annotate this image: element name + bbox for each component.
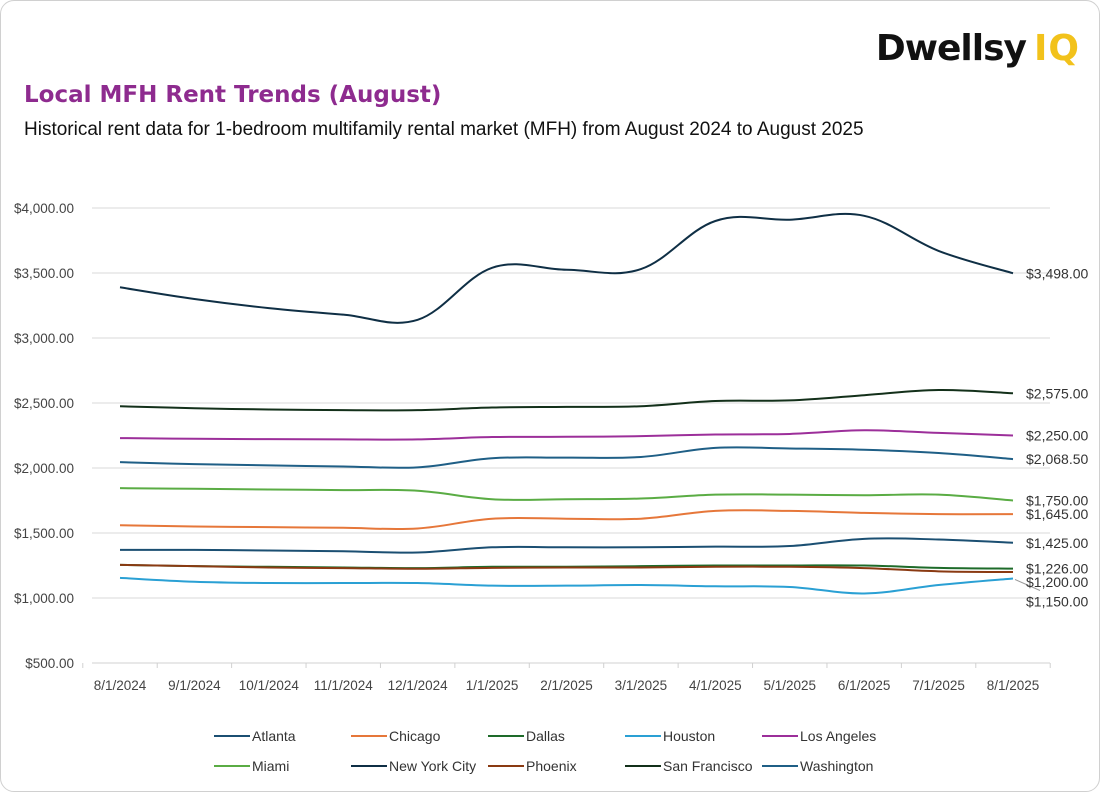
legend-swatch	[625, 735, 661, 737]
chart-subtitle: Historical rent data for 1-bedroom multi…	[24, 119, 864, 140]
y-tick-label: $500.00	[25, 656, 74, 671]
brand-iq-mark: IQ	[1034, 28, 1080, 69]
legend-item-chicago: Chicago	[351, 726, 488, 746]
end-label-washington: $2,068.50	[1026, 451, 1088, 467]
legend-swatch	[762, 765, 798, 767]
legend-item-dallas: Dallas	[488, 726, 625, 746]
legend-label: Miami	[252, 758, 290, 774]
x-tick-label: 8/1/2025	[987, 678, 1040, 693]
legend-label: Los Angeles	[800, 728, 877, 744]
legend-swatch	[351, 735, 387, 737]
legend-item-miami: Miami	[214, 756, 351, 776]
legend-item-los-angeles: Los Angeles	[762, 726, 922, 746]
legend-swatch	[488, 765, 524, 767]
legend-item-phoenix: Phoenix	[488, 756, 625, 776]
legend-item-washington: Washington	[762, 756, 922, 776]
end-label-dallas: $1,226.00	[1026, 561, 1088, 577]
end-label-phoenix: $1,200.00	[1026, 574, 1088, 590]
y-tick-label: $2,500.00	[14, 396, 74, 411]
x-tick-label: 3/1/2025	[615, 678, 668, 693]
legend-label: Dallas	[526, 728, 565, 744]
x-tick-label: 4/1/2025	[689, 678, 742, 693]
series-line-los-angeles	[119, 429, 1014, 441]
end-label-miami: $1,750.00	[1026, 493, 1088, 509]
series-lines	[119, 212, 1014, 595]
legend-label: Chicago	[389, 728, 441, 744]
end-label-los-angeles: $2,250.00	[1026, 428, 1088, 444]
legend-swatch	[351, 765, 387, 767]
legend-swatch	[214, 765, 250, 767]
x-axis: 8/1/2024 9/1/2024 10/1/2024 11/1/2024 12/1/2…	[82, 662, 1051, 693]
legend-item-atlanta: Atlanta	[214, 726, 351, 746]
series-line-chicago	[119, 509, 1014, 531]
x-tick-label: 7/1/2025	[912, 678, 965, 693]
x-tick-label: 11/1/2024	[314, 678, 374, 693]
y-tick-label: $1,500.00	[14, 526, 74, 541]
series-line-houston	[119, 576, 1014, 595]
legend-label: Washington	[800, 758, 874, 774]
end-label-new-york-city: $3,498.00	[1026, 265, 1088, 281]
series-line-phoenix	[119, 563, 1014, 573]
x-tick-label: 8/1/2024	[94, 678, 147, 693]
x-tick-label: 5/1/2025	[763, 678, 816, 693]
x-tick-label: 10/1/2024	[239, 678, 300, 693]
legend-item-houston: Houston	[625, 726, 762, 746]
end-label-san-francisco: $2,575.00	[1026, 385, 1088, 401]
legend-swatch	[625, 765, 661, 767]
legend-swatch	[762, 735, 798, 737]
legend-label: New York City	[389, 758, 477, 774]
leader-line-houston	[1014, 579, 1041, 591]
x-tick-label: 9/1/2024	[168, 678, 221, 693]
chart-title: Local MFH Rent Trends (August)	[24, 82, 442, 108]
legend-item-new-york-city: New York City	[351, 756, 488, 776]
series-line-washington	[119, 446, 1014, 469]
legend-label: Phoenix	[526, 758, 577, 774]
end-label-houston: $1,150.00	[1026, 594, 1088, 610]
series-line-new-york-city	[119, 212, 1014, 324]
legend-label: Houston	[663, 728, 716, 744]
legend-label: Atlanta	[252, 728, 296, 744]
legend-swatch	[214, 735, 250, 737]
y-axis: $500.00 $1,000.00 $1,500.00 $2,000.00 $2,500…	[14, 201, 74, 671]
y-tick-label: $2,000.00	[14, 461, 74, 476]
x-tick-label: 6/1/2025	[838, 678, 891, 693]
y-tick-label: $3,500.00	[14, 266, 74, 281]
brand-logo: Dwellsy IQ	[876, 28, 1080, 69]
x-tick-label: 12/1/2024	[388, 678, 449, 693]
gridlines	[92, 207, 1050, 599]
x-tick-label: 1/1/2025	[466, 678, 519, 693]
chart-legend: Atlanta Chicago Dallas Houston Los Angeles Mi…	[214, 726, 914, 776]
end-label-atlanta: $1,425.00	[1026, 535, 1088, 551]
y-tick-label: $1,000.00	[14, 591, 74, 606]
series-line-atlanta	[119, 537, 1014, 554]
y-tick-label: $3,000.00	[14, 331, 74, 346]
end-labels: $1,425.00 $1,645.00 $1,226.00 $1,150.00 $2,2…	[1014, 265, 1088, 610]
legend-swatch	[488, 735, 524, 737]
x-tick-label: 2/1/2025	[540, 678, 593, 693]
legend-label: San Francisco	[663, 758, 753, 774]
legend-item-san-francisco: San Francisco	[625, 756, 762, 776]
series-line-miami	[119, 487, 1014, 502]
y-tick-label: $4,000.00	[14, 201, 74, 216]
series-line-san-francisco	[119, 388, 1014, 412]
end-label-chicago: $1,645.00	[1026, 506, 1088, 522]
brand-wordmark: Dwellsy	[875, 28, 1027, 69]
